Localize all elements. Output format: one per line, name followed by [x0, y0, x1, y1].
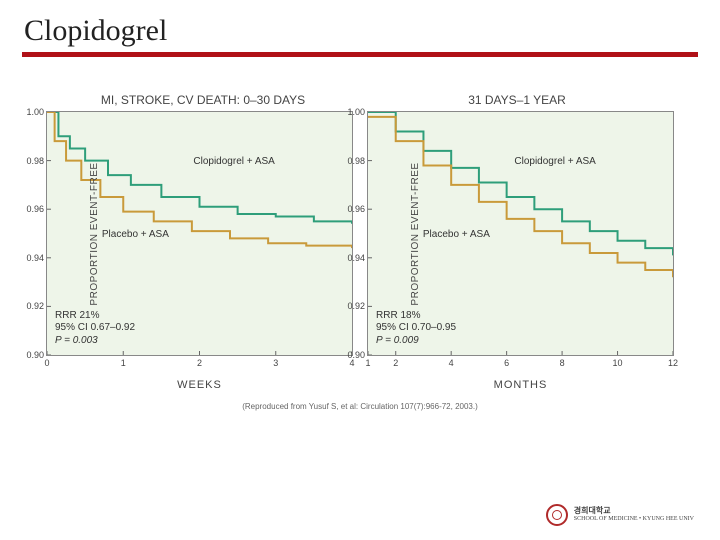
ytick-label: 0.96 [347, 204, 365, 214]
xtick-label: 8 [560, 358, 565, 368]
university-name-kr: 경희대학교 [574, 507, 694, 516]
title-underline [22, 52, 698, 57]
stat-ci: 95% CI 0.67–0.92 [55, 322, 135, 335]
university-seal-icon [546, 504, 568, 526]
chart-panel-right: PROPORTION EVENT-FREE MONTHS 0.900.920.9… [367, 111, 674, 356]
chart-panel-left: PROPORTION EVENT-FREE WEEKS 0.900.920.94… [46, 111, 353, 356]
slide-title: Clopidogrel [0, 0, 720, 52]
stat-p: P = 0.009 [376, 335, 456, 348]
figure-area: MI, STROKE, CV DEATH: 0–30 DAYS 31 DAYS–… [46, 93, 674, 411]
ytick-label: 0.94 [26, 253, 44, 263]
stat-rrr: RRR 18% [376, 310, 456, 323]
placebo-series-label: Placebo + ASA [102, 229, 169, 240]
stat-p: P = 0.003 [55, 335, 135, 348]
ytick-label: 0.92 [347, 301, 365, 311]
xtick-label: 6 [504, 358, 509, 368]
xtick-label: 3 [273, 358, 278, 368]
xtick-label: 12 [668, 358, 678, 368]
left-x-axis-label: WEEKS [47, 379, 352, 391]
university-name: 경희대학교 SCHOOL OF MEDICINE • KYUNG HEE UNI… [574, 507, 694, 522]
ytick-label: 0.92 [26, 301, 44, 311]
figure-citation: (Reproduced from Yusuf S, et al: Circula… [46, 402, 674, 411]
ytick-label: 0.94 [347, 253, 365, 263]
ytick-label: 0.98 [26, 156, 44, 166]
left-y-axis-label: PROPORTION EVENT-FREE [89, 162, 100, 305]
left-panel-title: MI, STROKE, CV DEATH: 0–30 DAYS [46, 93, 360, 111]
ytick-label: 0.90 [347, 350, 365, 360]
ytick-label: 0.96 [26, 204, 44, 214]
clopidogrel-series-label: Clopidogrel + ASA [514, 156, 595, 167]
xtick-label: 1 [121, 358, 126, 368]
xtick-label: 2 [197, 358, 202, 368]
stats-box: RRR 18%95% CI 0.70–0.95P = 0.009 [376, 310, 456, 348]
placebo-series-label: Placebo + ASA [423, 229, 490, 240]
stat-rrr: RRR 21% [55, 310, 135, 323]
xtick-label: 1 [365, 358, 370, 368]
stat-ci: 95% CI 0.70–0.95 [376, 322, 456, 335]
xtick-label: 2 [393, 358, 398, 368]
ytick-label: 0.90 [26, 350, 44, 360]
clopidogrel-series-label: Clopidogrel + ASA [193, 156, 274, 167]
footer-logo: 경희대학교 SCHOOL OF MEDICINE • KYUNG HEE UNI… [546, 504, 694, 526]
right-panel-title: 31 DAYS–1 YEAR [360, 93, 674, 111]
ytick-label: 1.00 [347, 107, 365, 117]
stats-box: RRR 21%95% CI 0.67–0.92P = 0.003 [55, 310, 135, 348]
right-x-axis-label: MONTHS [368, 379, 673, 391]
ytick-label: 1.00 [26, 107, 44, 117]
ytick-label: 0.98 [347, 156, 365, 166]
xtick-label: 0 [44, 358, 49, 368]
xtick-label: 4 [449, 358, 454, 368]
right-y-axis-label: PROPORTION EVENT-FREE [410, 162, 421, 305]
university-name-en: SCHOOL OF MEDICINE • KYUNG HEE UNIV [574, 516, 694, 523]
xtick-label: 10 [613, 358, 623, 368]
